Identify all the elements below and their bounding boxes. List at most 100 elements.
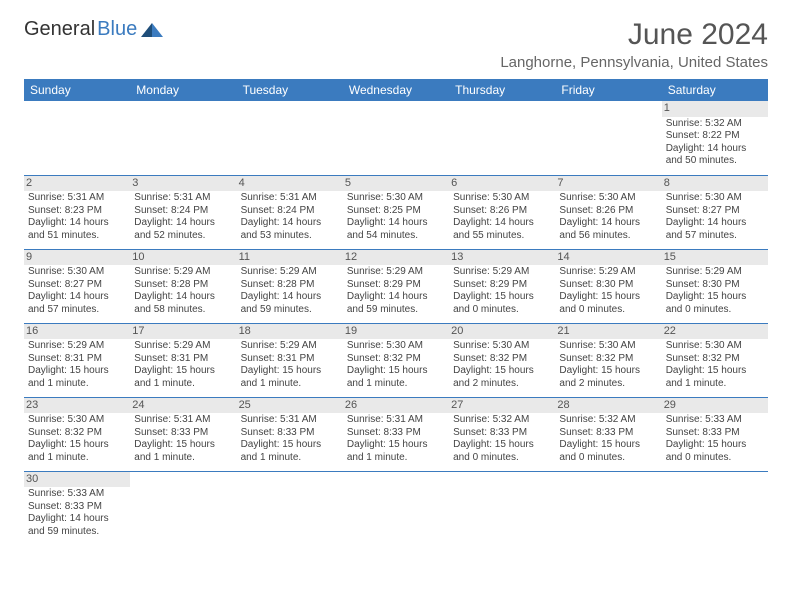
calendar-week-row: 2Sunrise: 5:31 AMSunset: 8:23 PMDaylight… (24, 175, 768, 249)
logo-text-1: General (24, 18, 95, 41)
day-info: Sunrise: 5:30 AMSunset: 8:27 PMDaylight:… (666, 192, 764, 242)
day-number: 14 (555, 250, 661, 266)
calendar-cell (24, 101, 130, 175)
sunset-text: Sunset: 8:31 PM (241, 353, 339, 366)
sunrise-text: Sunrise: 5:32 AM (666, 118, 764, 131)
day-number: 22 (662, 324, 768, 340)
day-number: 1 (662, 101, 768, 117)
calendar-cell: 28Sunrise: 5:32 AMSunset: 8:33 PMDayligh… (555, 397, 661, 471)
day-number: 2 (24, 176, 130, 192)
sunset-text: Sunset: 8:32 PM (559, 353, 657, 366)
calendar-cell: 12Sunrise: 5:29 AMSunset: 8:29 PMDayligh… (343, 249, 449, 323)
day-number: 6 (449, 176, 555, 192)
calendar-week-row: 30Sunrise: 5:33 AMSunset: 8:33 PMDayligh… (24, 471, 768, 545)
sunset-text: Sunset: 8:23 PM (28, 205, 126, 218)
sunrise-text: Sunrise: 5:31 AM (241, 192, 339, 205)
day-info: Sunrise: 5:29 AMSunset: 8:30 PMDaylight:… (559, 266, 657, 316)
calendar-cell: 1Sunrise: 5:32 AMSunset: 8:22 PMDaylight… (662, 101, 768, 175)
sunset-text: Sunset: 8:33 PM (134, 427, 232, 440)
calendar-cell: 11Sunrise: 5:29 AMSunset: 8:28 PMDayligh… (237, 249, 343, 323)
calendar-cell: 29Sunrise: 5:33 AMSunset: 8:33 PMDayligh… (662, 397, 768, 471)
daylight-text: Daylight: 15 hours and 1 minute. (241, 365, 339, 390)
calendar-cell: 13Sunrise: 5:29 AMSunset: 8:29 PMDayligh… (449, 249, 555, 323)
calendar-cell: 3Sunrise: 5:31 AMSunset: 8:24 PMDaylight… (130, 175, 236, 249)
calendar-cell (343, 471, 449, 545)
daylight-text: Daylight: 15 hours and 1 minute. (347, 365, 445, 390)
calendar-cell (449, 471, 555, 545)
calendar-cell (555, 471, 661, 545)
day-info: Sunrise: 5:31 AMSunset: 8:24 PMDaylight:… (134, 192, 232, 242)
day-header-row: Sunday Monday Tuesday Wednesday Thursday… (24, 79, 768, 101)
day-info: Sunrise: 5:31 AMSunset: 8:23 PMDaylight:… (28, 192, 126, 242)
calendar-cell: 7Sunrise: 5:30 AMSunset: 8:26 PMDaylight… (555, 175, 661, 249)
sunset-text: Sunset: 8:30 PM (559, 279, 657, 292)
calendar-cell: 14Sunrise: 5:29 AMSunset: 8:30 PMDayligh… (555, 249, 661, 323)
calendar-cell: 20Sunrise: 5:30 AMSunset: 8:32 PMDayligh… (449, 323, 555, 397)
sunset-text: Sunset: 8:26 PM (559, 205, 657, 218)
day-number: 4 (237, 176, 343, 192)
calendar-cell: 5Sunrise: 5:30 AMSunset: 8:25 PMDaylight… (343, 175, 449, 249)
daylight-text: Daylight: 15 hours and 2 minutes. (453, 365, 551, 390)
sunset-text: Sunset: 8:31 PM (134, 353, 232, 366)
sunset-text: Sunset: 8:33 PM (453, 427, 551, 440)
calendar-cell: 4Sunrise: 5:31 AMSunset: 8:24 PMDaylight… (237, 175, 343, 249)
day-info: Sunrise: 5:29 AMSunset: 8:28 PMDaylight:… (241, 266, 339, 316)
day-info: Sunrise: 5:29 AMSunset: 8:29 PMDaylight:… (347, 266, 445, 316)
calendar-week-row: 23Sunrise: 5:30 AMSunset: 8:32 PMDayligh… (24, 397, 768, 471)
header: GeneralBlue June 2024 Langhorne, Pennsyl… (24, 18, 768, 71)
calendar-cell: 24Sunrise: 5:31 AMSunset: 8:33 PMDayligh… (130, 397, 236, 471)
daylight-text: Daylight: 15 hours and 1 minute. (666, 365, 764, 390)
calendar-cell: 16Sunrise: 5:29 AMSunset: 8:31 PMDayligh… (24, 323, 130, 397)
daylight-text: Daylight: 15 hours and 0 minutes. (453, 439, 551, 464)
sunset-text: Sunset: 8:33 PM (666, 427, 764, 440)
calendar-week-row: 16Sunrise: 5:29 AMSunset: 8:31 PMDayligh… (24, 323, 768, 397)
calendar-cell: 17Sunrise: 5:29 AMSunset: 8:31 PMDayligh… (130, 323, 236, 397)
sunrise-text: Sunrise: 5:30 AM (28, 414, 126, 427)
sunset-text: Sunset: 8:29 PM (347, 279, 445, 292)
day-info: Sunrise: 5:31 AMSunset: 8:24 PMDaylight:… (241, 192, 339, 242)
sunset-text: Sunset: 8:30 PM (666, 279, 764, 292)
location-text: Langhorne, Pennsylvania, United States (500, 54, 768, 71)
day-number: 30 (24, 472, 130, 488)
daylight-text: Daylight: 14 hours and 54 minutes. (347, 217, 445, 242)
sunrise-text: Sunrise: 5:30 AM (28, 266, 126, 279)
day-number: 16 (24, 324, 130, 340)
calendar-body: 1Sunrise: 5:32 AMSunset: 8:22 PMDaylight… (24, 101, 768, 545)
calendar-cell (237, 101, 343, 175)
day-number: 26 (343, 398, 449, 414)
daylight-text: Daylight: 15 hours and 0 minutes. (666, 439, 764, 464)
calendar-cell: 2Sunrise: 5:31 AMSunset: 8:23 PMDaylight… (24, 175, 130, 249)
sunset-text: Sunset: 8:33 PM (241, 427, 339, 440)
day-info: Sunrise: 5:30 AMSunset: 8:25 PMDaylight:… (347, 192, 445, 242)
daylight-text: Daylight: 15 hours and 1 minute. (134, 439, 232, 464)
day-info: Sunrise: 5:32 AMSunset: 8:33 PMDaylight:… (453, 414, 551, 464)
day-info: Sunrise: 5:30 AMSunset: 8:32 PMDaylight:… (28, 414, 126, 464)
sunrise-text: Sunrise: 5:32 AM (559, 414, 657, 427)
daylight-text: Daylight: 15 hours and 1 minute. (241, 439, 339, 464)
day-number: 24 (130, 398, 236, 414)
sunset-text: Sunset: 8:27 PM (666, 205, 764, 218)
day-info: Sunrise: 5:29 AMSunset: 8:31 PMDaylight:… (134, 340, 232, 390)
daylight-text: Daylight: 15 hours and 1 minute. (134, 365, 232, 390)
sunrise-text: Sunrise: 5:29 AM (134, 266, 232, 279)
calendar-cell (237, 471, 343, 545)
daylight-text: Daylight: 15 hours and 1 minute. (347, 439, 445, 464)
calendar-cell: 8Sunrise: 5:30 AMSunset: 8:27 PMDaylight… (662, 175, 768, 249)
sunset-text: Sunset: 8:24 PM (134, 205, 232, 218)
sunset-text: Sunset: 8:28 PM (134, 279, 232, 292)
calendar-cell (343, 101, 449, 175)
sunset-text: Sunset: 8:31 PM (28, 353, 126, 366)
sunrise-text: Sunrise: 5:30 AM (453, 192, 551, 205)
sunrise-text: Sunrise: 5:30 AM (559, 340, 657, 353)
sunset-text: Sunset: 8:32 PM (347, 353, 445, 366)
calendar-cell: 15Sunrise: 5:29 AMSunset: 8:30 PMDayligh… (662, 249, 768, 323)
daylight-text: Daylight: 14 hours and 58 minutes. (134, 291, 232, 316)
sunrise-text: Sunrise: 5:29 AM (28, 340, 126, 353)
logo-text-2: Blue (97, 18, 137, 41)
day-number: 21 (555, 324, 661, 340)
calendar-cell: 10Sunrise: 5:29 AMSunset: 8:28 PMDayligh… (130, 249, 236, 323)
sunset-text: Sunset: 8:32 PM (453, 353, 551, 366)
logo: GeneralBlue (24, 18, 163, 41)
sunrise-text: Sunrise: 5:30 AM (666, 340, 764, 353)
daylight-text: Daylight: 14 hours and 50 minutes. (666, 143, 764, 168)
